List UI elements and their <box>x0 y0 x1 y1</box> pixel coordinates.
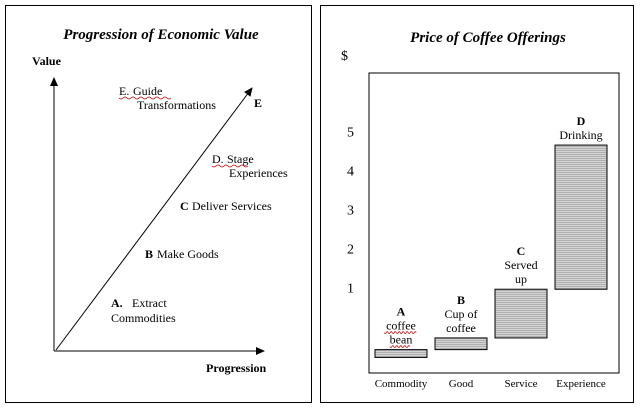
economic-value-diagram: Progression of Economic Value Value Prog… <box>32 27 288 375</box>
bar-experience <box>554 144 608 290</box>
bar-annotation: Cup of <box>445 307 478 321</box>
coffee-price-chart: Price of Coffee Offerings $ 1 2 3 4 5 Acoffe… <box>341 30 620 390</box>
bar-annotation: C <box>517 244 526 258</box>
bar-annotation: A <box>397 305 406 319</box>
bar-annotation: coffee <box>446 321 476 335</box>
bar-annotation: bean <box>390 333 413 347</box>
bar-annotation: up <box>515 272 527 286</box>
category-label: Good <box>449 378 474 390</box>
spell-underline <box>118 96 172 100</box>
stage-d-text1: Stage <box>227 152 254 166</box>
x-axis-label: Progression <box>206 361 267 375</box>
bar-service <box>494 288 548 339</box>
bar-good <box>434 337 488 351</box>
category-label: Commodity <box>375 378 428 390</box>
y-axis-label: Value <box>32 54 62 68</box>
category-label: Service <box>505 378 538 390</box>
bar-commodity <box>374 349 428 358</box>
y-tick-label: 1 <box>347 281 354 296</box>
progression-arrow <box>55 87 253 351</box>
stage-d-letter: D. <box>212 152 224 166</box>
stage-a-text1: Extract <box>132 296 167 310</box>
bar-annotation: Served <box>504 258 537 272</box>
bar-annotation: coffee <box>386 319 416 333</box>
y-tick-label: 5 <box>347 125 354 140</box>
y-tick-label: 4 <box>347 164 354 179</box>
economic-value-panel: Progression of Economic Value Value Prog… <box>5 5 312 403</box>
spell-underline <box>389 345 411 349</box>
y-tick-label: 3 <box>347 203 354 218</box>
spell-underline <box>211 164 249 168</box>
stage-d-text2: Experiences <box>229 166 288 180</box>
stage-b-text1: Make Goods <box>157 247 219 261</box>
bar-annotation: Drinking <box>559 128 602 142</box>
y-axis-label: $ <box>341 49 348 64</box>
stage-a-letter: A. <box>111 296 123 310</box>
category-label: Experience <box>556 378 606 390</box>
diagram-title: Progression of Economic Value <box>63 27 259 43</box>
y-tick-label: 2 <box>347 242 354 257</box>
stage-b-letter: B <box>145 247 153 261</box>
stage-e-text2: Transformations <box>137 98 216 112</box>
stage-e-letter: E. <box>119 84 129 98</box>
plot-area <box>368 72 620 374</box>
spell-underline <box>383 331 417 335</box>
stage-a-text2: Commodities <box>111 311 176 325</box>
stage-e-text1: Guide <box>133 84 162 98</box>
stage-c-letter: C <box>180 199 189 213</box>
end-label-e: E <box>254 96 262 110</box>
bar-annotation: D <box>577 114 586 128</box>
chart-title: Price of Coffee Offerings <box>410 30 566 46</box>
stage-c-text1: Deliver Services <box>192 199 272 213</box>
bar-annotation: B <box>457 293 465 307</box>
